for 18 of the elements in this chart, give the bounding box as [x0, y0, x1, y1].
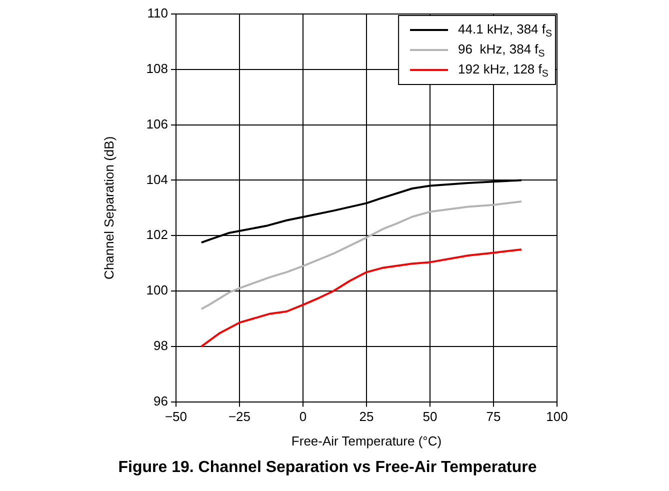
x-tick-label: −25	[228, 409, 251, 424]
text: Figure 19. Channel Separation vs Free-Air Temperature	[118, 458, 537, 476]
x-tick-label: 50	[422, 409, 438, 424]
x-tick-label: 0	[299, 409, 307, 424]
x-tick-label: 75	[486, 409, 501, 424]
x-tick-label: 100	[546, 409, 568, 424]
x-axis-title: Free-Air Temperature (°C)	[291, 434, 442, 449]
y-tick-label: 100	[146, 282, 168, 298]
y-tick-label: 102	[146, 227, 168, 242]
y-tick-label: 110	[147, 6, 168, 21]
y-tick-label: 108	[146, 60, 168, 76]
y-tick-label: 104	[146, 172, 168, 187]
x-tick-label: 25	[359, 409, 374, 424]
y-tick-label: 96	[154, 393, 168, 408]
y-tick-label: 98	[154, 338, 168, 353]
x-tick-label: −50	[164, 409, 188, 424]
y-tick-label: 106	[146, 116, 168, 132]
y-axis-title: Channel Separation (dB)	[101, 136, 116, 280]
